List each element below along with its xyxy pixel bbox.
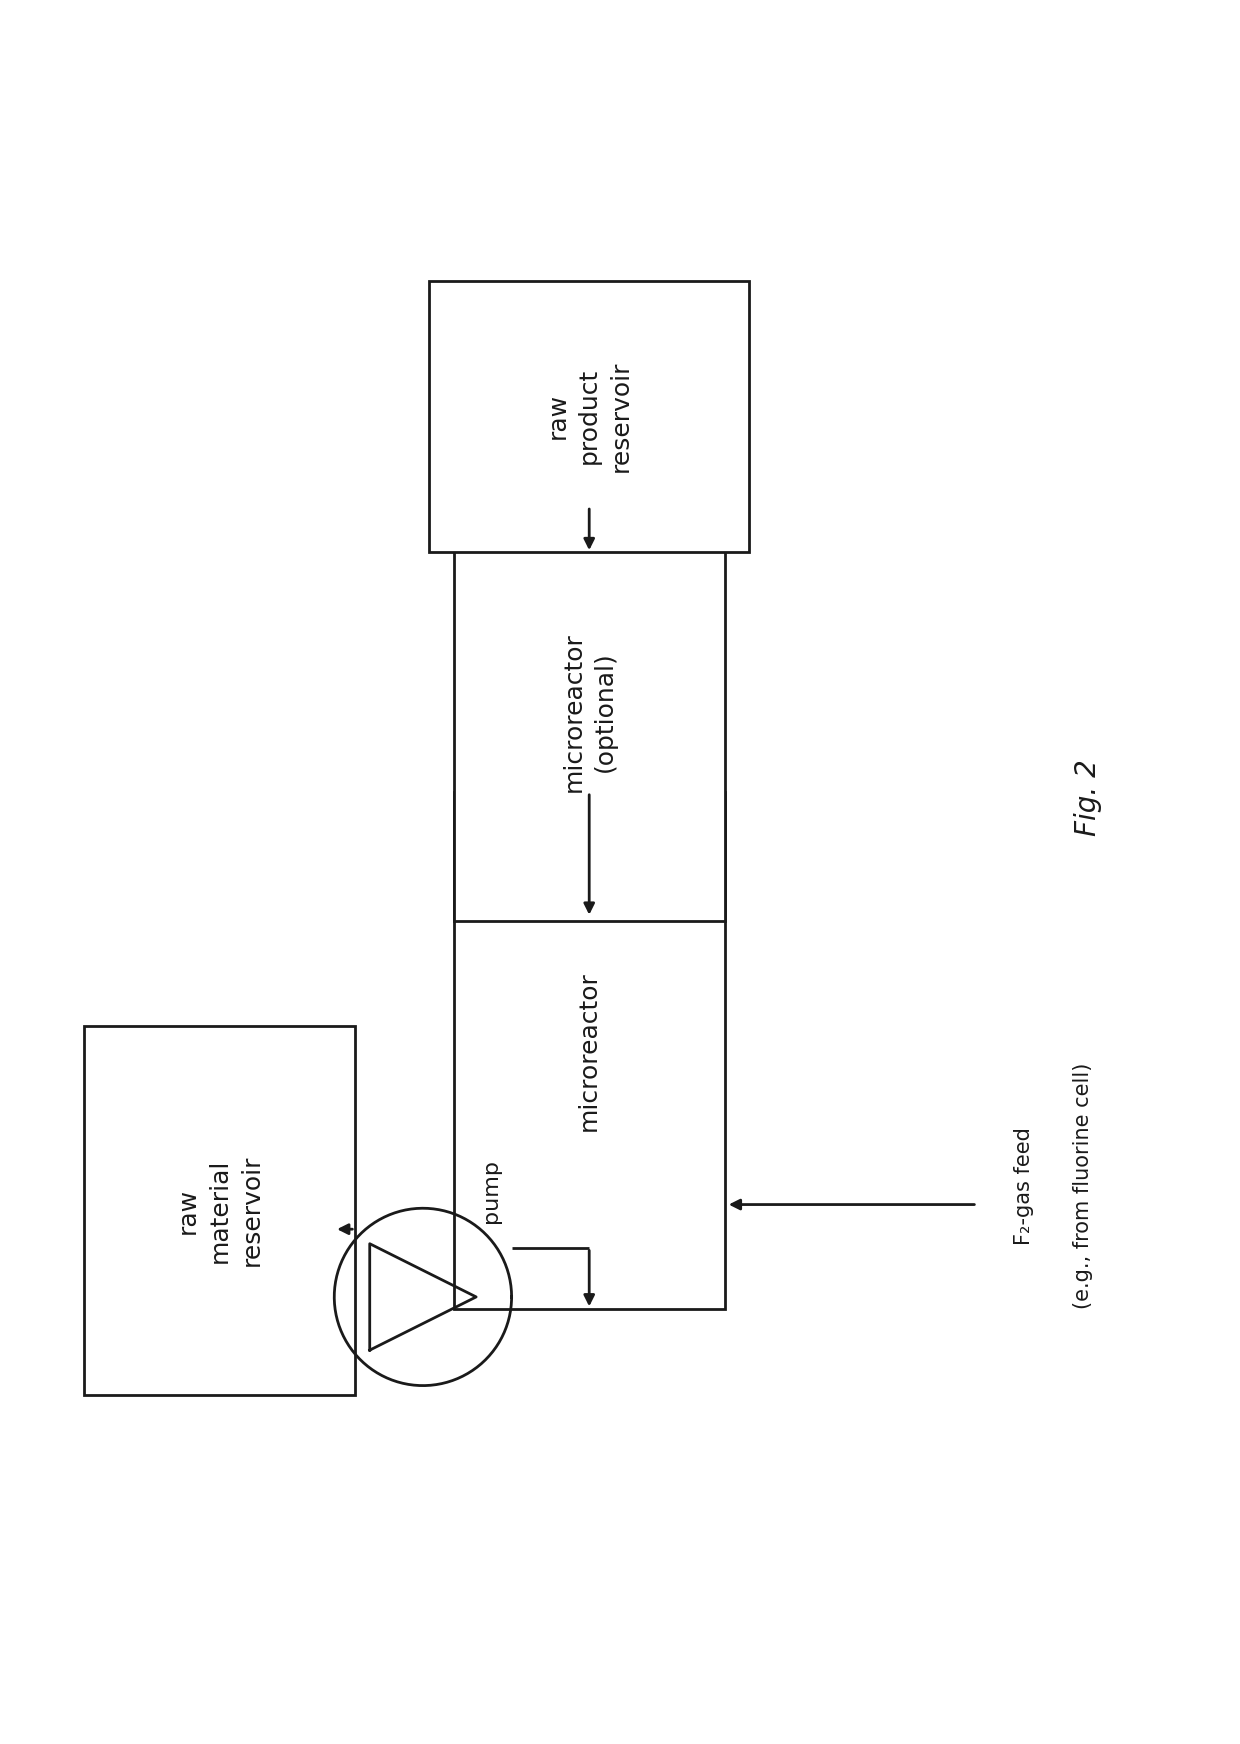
Text: raw
product
reservoir: raw product reservoir: [546, 361, 632, 473]
Bar: [454, 792, 724, 1310]
Bar: [454, 502, 724, 921]
Text: (e.g., from fluorine cell): (e.g., from fluorine cell): [1074, 1062, 1094, 1310]
Text: pump: pump: [481, 1160, 501, 1223]
Text: F₂-gas feed: F₂-gas feed: [1014, 1127, 1034, 1245]
Text: Fig. 2: Fig. 2: [1074, 760, 1102, 837]
Text: microreactor: microreactor: [577, 971, 601, 1130]
Text: raw
material
reservoir: raw material reservoir: [176, 1155, 263, 1266]
Text: microreactor
(optional): microreactor (optional): [562, 631, 618, 792]
Bar: [84, 1025, 355, 1395]
Bar: [429, 281, 749, 551]
